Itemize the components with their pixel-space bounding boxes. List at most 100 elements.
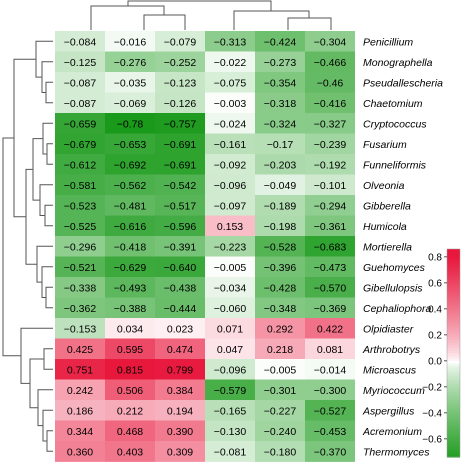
color-legend-swatch <box>447 288 460 292</box>
heatmap-cell <box>205 379 255 401</box>
cell-value-label: −0.428 <box>264 282 297 294</box>
color-legend-swatch <box>447 425 460 429</box>
heatmap-cell <box>155 51 205 73</box>
row-dendrogram-link <box>29 358 44 409</box>
row-dendrogram-link <box>20 327 53 384</box>
color-legend-swatch <box>447 327 460 331</box>
cell-value-label: −0.324 <box>264 118 297 130</box>
color-legend-swatch <box>447 275 460 279</box>
cell-value-label: −0.361 <box>314 221 347 233</box>
cell-value-label: −0.087 <box>64 98 97 110</box>
heatmap-cell <box>255 51 305 73</box>
cell-value-label: −0.348 <box>264 303 297 315</box>
heatmap-cell <box>55 297 105 319</box>
cell-value-label: −0.096 <box>214 364 247 376</box>
cell-value-label: 0.081 <box>317 344 343 356</box>
cell-value-label: −0.517 <box>164 200 197 212</box>
color-legend-swatch <box>447 371 460 375</box>
heatmap-cell <box>255 379 305 401</box>
cell-value-label: −0.165 <box>214 405 247 417</box>
row-label: Humicola <box>363 221 407 233</box>
cell-value-label: −0.391 <box>164 241 197 253</box>
heatmap-cell <box>55 113 105 134</box>
cell-value-label: −0.444 <box>164 303 197 315</box>
cell-value-label: −0.473 <box>314 262 347 274</box>
cell-value-label: −0.096 <box>214 180 247 192</box>
color-legend-tick-label: 0.0 <box>428 356 442 367</box>
color-legend-swatch <box>447 329 460 333</box>
heatmap-cell <box>205 195 255 216</box>
heatmap-cell <box>105 420 155 442</box>
cell-value-label: −0.418 <box>114 241 147 253</box>
heatmap-cell <box>155 338 205 360</box>
heatmap-cell <box>255 174 305 196</box>
cell-value-label: 0.153 <box>217 221 243 233</box>
heatmap-cell <box>105 154 155 175</box>
cell-value-label: −0.438 <box>164 282 197 294</box>
heatmap-cell <box>105 359 155 380</box>
heatmap-cell <box>305 51 355 73</box>
heatmap-cell <box>155 31 205 52</box>
cell-value-label: −0.252 <box>164 57 197 69</box>
color-legend-swatch <box>447 420 460 424</box>
cell-value-label: −0.300 <box>314 385 347 397</box>
row-dendrogram-link <box>39 184 53 216</box>
color-legend-swatch <box>447 319 460 323</box>
cell-value-label: −0.101 <box>314 180 347 192</box>
row-label: Guehomyces <box>363 262 426 274</box>
color-legend-swatch <box>447 446 460 450</box>
row-label: Mortierella <box>363 241 412 253</box>
heatmap-cell <box>205 359 255 380</box>
cell-value-label: −0.453 <box>314 426 347 438</box>
heatmap-cell <box>205 338 255 360</box>
row-label: Cephaliophora <box>363 303 431 315</box>
row-label: Gibberella <box>363 200 411 212</box>
cell-value-label: −0.653 <box>114 139 147 151</box>
heatmap-cell <box>305 379 355 401</box>
cell-value-label: 0.034 <box>117 323 143 335</box>
row-dendrogram-link <box>36 245 53 283</box>
row-label: Fusarium <box>363 139 407 151</box>
heatmap-cell <box>155 154 205 175</box>
color-legend-swatch <box>447 350 460 354</box>
color-legend-swatch <box>447 358 460 362</box>
color-legend-swatch <box>447 345 460 349</box>
heatmap-cell <box>55 338 105 360</box>
cell-value-label: 0.799 <box>167 364 193 376</box>
cell-value-label: −0.369 <box>314 303 347 315</box>
heatmap-cell <box>205 277 255 298</box>
heatmap-cell <box>305 297 355 319</box>
color-legend-tick-label: −0.6 <box>422 434 442 445</box>
color-legend-swatch <box>447 397 460 401</box>
row-label: Arthrobotrys <box>362 344 421 356</box>
row-dendrogram-link <box>35 40 53 78</box>
heatmap-cell <box>255 113 305 134</box>
color-legend-swatch <box>447 256 460 260</box>
row-dendrogram-link <box>43 348 53 370</box>
row-dendrogram-link <box>37 389 53 427</box>
color-legend-swatch <box>447 303 460 307</box>
heatmap-cell <box>205 92 255 114</box>
color-legend-tick-label: 0.6 <box>428 278 442 289</box>
row-label: Myriococcum <box>363 385 425 397</box>
heatmap-cell <box>305 318 355 339</box>
row-label: Olpidiaster <box>363 323 414 335</box>
cell-value-label: −0.416 <box>314 98 347 110</box>
heatmap-cell <box>55 154 105 175</box>
heatmap-cell <box>205 113 255 134</box>
heatmap-cell <box>305 72 355 93</box>
cell-value-label: −0.049 <box>264 180 297 192</box>
heatmap-cell <box>155 379 205 401</box>
heatmap-cell-labels: −0.084 −0.016 −0.079 −0.313 −0.424 −0.304 −0.1… <box>64 36 347 458</box>
cell-value-label: 0.242 <box>67 385 93 397</box>
row-dendrogram-link <box>45 81 53 104</box>
color-legend-tick-label: 0.2 <box>428 330 442 341</box>
cell-value-label: −0.570 <box>314 282 347 294</box>
color-legend-swatch <box>447 342 460 346</box>
heatmap-cell <box>55 379 105 401</box>
cell-value-label: −0.005 <box>214 262 247 274</box>
heatmap-cell <box>305 113 355 134</box>
heatmap-cell <box>205 31 255 52</box>
color-legend-swatch <box>447 431 460 435</box>
cell-value-label: 0.595 <box>117 344 143 356</box>
